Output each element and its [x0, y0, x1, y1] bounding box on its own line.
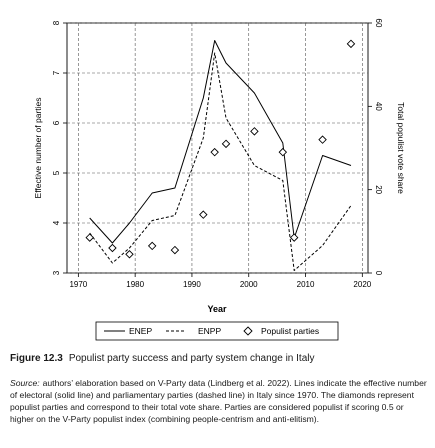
populist-parties-point	[289, 233, 299, 242]
plot-frame	[66, 22, 369, 274]
x-tick-label: 2020	[353, 280, 371, 289]
y-right-tick-label: 20	[374, 185, 383, 194]
source-label: Source:	[10, 377, 40, 388]
populist-parties-point	[125, 250, 134, 259]
x-tick-label: 2000	[240, 280, 258, 289]
y-right-tick-label: 0	[374, 271, 383, 276]
chart: 1970 1980 1990 2000 2010 2020 3 4 5 6 7 8 0 20 40 60 Ye…	[33, 19, 406, 341]
y-left-tick-label: 7	[52, 70, 61, 75]
legend-enep-label: ENEP	[129, 326, 152, 336]
populist-parties-point	[108, 243, 117, 253]
enpp-series-line	[89, 52, 352, 271]
x-tick-label: 2010	[297, 280, 315, 289]
y-left-tick-label: 5	[52, 170, 61, 175]
y-left-tick-label: 6	[52, 120, 61, 125]
x-tick-label: 1990	[183, 280, 201, 289]
figure-label: Figure 12.3	[10, 353, 63, 364]
legend-populist-label: Populist parties	[261, 326, 319, 336]
populist-parties-point	[147, 241, 157, 251]
legend-box	[95, 321, 339, 341]
x-tick-label: 1980	[126, 280, 144, 289]
populist-parties-point	[170, 245, 180, 255]
x-axis-label: Year	[207, 304, 227, 314]
populist-parties-point	[318, 135, 327, 144]
figure-caption: Figure 12.3 Populist party success and pa…	[10, 352, 428, 425]
y-left-tick-label: 4	[52, 220, 61, 225]
source-text: authors’ elaboration based on V-Party da…	[10, 377, 427, 425]
populist-parties-point	[221, 139, 231, 149]
y-right-tick-label: 60	[374, 19, 383, 28]
y-axis-right-label: Total populist vote share	[396, 102, 406, 194]
y-left-tick-label: 3	[52, 270, 61, 275]
series-layer	[85, 39, 356, 271]
populist-parties-point	[346, 39, 356, 49]
figure-source: Source: authors’ elaboration based on V-P…	[10, 377, 428, 426]
populist-parties-point	[199, 210, 208, 219]
populist-parties-point	[85, 233, 94, 242]
gridlines	[67, 22, 368, 274]
x-tick-label: 1970	[69, 280, 87, 289]
legend: ENEP ENPP Populist parties	[95, 321, 339, 341]
populist-parties-point	[250, 127, 259, 136]
y-right-tick-label: 40	[374, 102, 383, 111]
figure-title-line: Figure 12.3 Populist party success and pa…	[10, 352, 428, 367]
populist-parties-point	[278, 147, 288, 157]
populist-parties-point	[210, 147, 219, 157]
figure-title: Populist party success and party system …	[68, 353, 315, 364]
legend-diamond-icon	[243, 326, 253, 336]
axes: 1970 1980 1990 2000 2010 2020 3 4 5 6 7 8 0 20 40 60	[52, 19, 383, 289]
y-axis-left-label: Effective number of parties	[33, 98, 43, 199]
y-left-tick-label: 8	[52, 20, 61, 25]
enep-series-line	[89, 40, 352, 244]
legend-enpp-label: ENPP	[198, 326, 221, 336]
